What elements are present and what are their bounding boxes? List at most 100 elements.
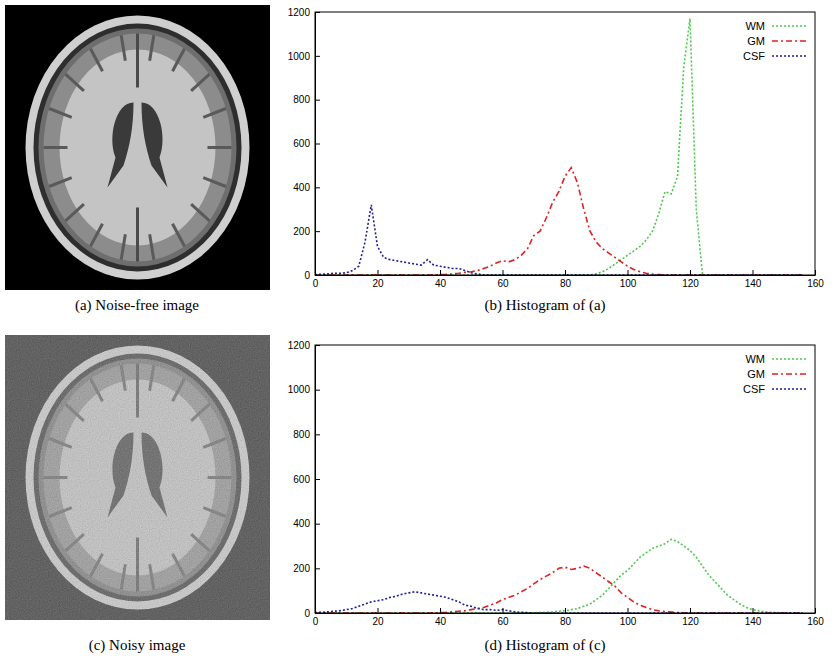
tick-label: 1000 [288,384,311,395]
legend-swatch [772,388,808,390]
legend-label: CSF [743,383,765,395]
legend-label: CSF [743,50,765,62]
tick-label: 100 [620,278,637,289]
x-axis: 020406080100120140160 [313,270,825,289]
tick-label: 1200 [288,340,311,351]
tick-mark [315,100,320,101]
tick-label: 200 [293,563,310,574]
tick: 160 [807,270,824,289]
tick-mark [565,270,566,275]
brain-image [5,5,270,290]
tick-label: 800 [293,94,310,105]
legend-swatch [772,55,808,57]
legend-swatch [772,358,808,360]
sulcus [44,146,68,149]
plot-frame [315,345,815,613]
tick: 20 [372,608,384,627]
tick-label: 40 [435,278,447,289]
y-axis: 0 200 400 600 800 1000 1200 [288,7,320,281]
legend: WMGMCSF [743,20,808,62]
chart-caption: (d) Histogram of (c) [484,637,605,654]
tick-mark [440,270,441,275]
tick-label: 160 [807,616,824,627]
sulcus [121,234,125,260]
skull-gap [34,24,242,272]
tick: 160 [807,608,824,627]
tick-mark [315,390,320,391]
tick-label: 600 [293,138,310,149]
histogram-chart: 0204060801001201401600200400600800100012… [288,340,825,654]
tick: 0 [304,608,320,619]
tick: 600 [293,474,320,485]
sulcus [208,146,232,149]
skull-inner [39,29,237,267]
histogram-chart: 0204060801001201401600200400600800100012… [288,7,825,314]
tick: 1200 [288,7,320,18]
y-axis: 0 200 400 600 800 1000 1200 [288,340,320,619]
sulcus [203,178,226,187]
tick: 200 [293,563,320,574]
tick-mark [315,345,320,346]
legend-label: GM [747,35,765,47]
tick-label: 200 [293,226,310,237]
legend-label: GM [747,368,765,380]
tick: 1000 [288,51,320,62]
tick: 800 [293,429,320,440]
tick-label: 80 [560,616,572,627]
tick-mark [690,270,691,275]
noise-overlay [5,335,270,620]
sulcus [91,224,103,247]
tick-label: 600 [293,474,310,485]
image-background [5,5,270,290]
tick: 60 [497,270,509,289]
tick-mark [690,608,691,613]
legend: WMGMCSF [743,353,808,395]
legend-swatch [772,25,808,27]
sulcus [49,178,72,187]
figure: (a) Noise-free image (c) Noisy image 0 20 40… [0,0,835,668]
tick-label: 160 [807,278,824,289]
tick: 400 [293,518,320,529]
sulcus [91,49,103,72]
plot-frame [315,12,815,275]
sulcus [150,35,154,61]
tick-label: 80 [560,278,572,289]
series-line [315,205,803,275]
tick-mark [315,144,320,145]
series-line [315,566,803,613]
tick-mark [315,613,320,614]
image-caption: (c) Noisy image [89,637,186,654]
tick: 40 [435,608,447,627]
tick-mark [315,56,320,57]
tick: 120 [682,608,699,627]
tick: 40 [435,270,447,289]
tick-label: 100 [620,616,637,627]
tick-mark [628,270,629,275]
tick-mark [315,434,320,435]
tick-mark [815,270,816,275]
ventricle [108,103,134,188]
tick-label: 40 [435,616,447,627]
tick: 80 [560,270,572,289]
tick-mark [315,12,320,13]
tick-label: 20 [372,278,384,289]
tick-mark [315,568,320,569]
tick: 0 [304,270,320,281]
gray-matter [44,34,232,262]
tick-mark [503,270,504,275]
tick-mark [815,608,816,613]
series-line [315,19,803,275]
legend-swatch [772,373,808,375]
tick: 140 [745,608,762,627]
tick: 80 [560,608,572,627]
tick-label: 140 [745,616,762,627]
tick: 800 [293,94,320,105]
tick-label: 60 [497,278,509,289]
image-caption: (a) Noise-free image [75,297,199,314]
sulcus [191,74,209,91]
tick: 600 [293,138,320,149]
tick: 1000 [288,384,320,395]
skull [26,16,250,280]
tick-label: 400 [293,182,310,193]
sulcus [191,204,209,221]
